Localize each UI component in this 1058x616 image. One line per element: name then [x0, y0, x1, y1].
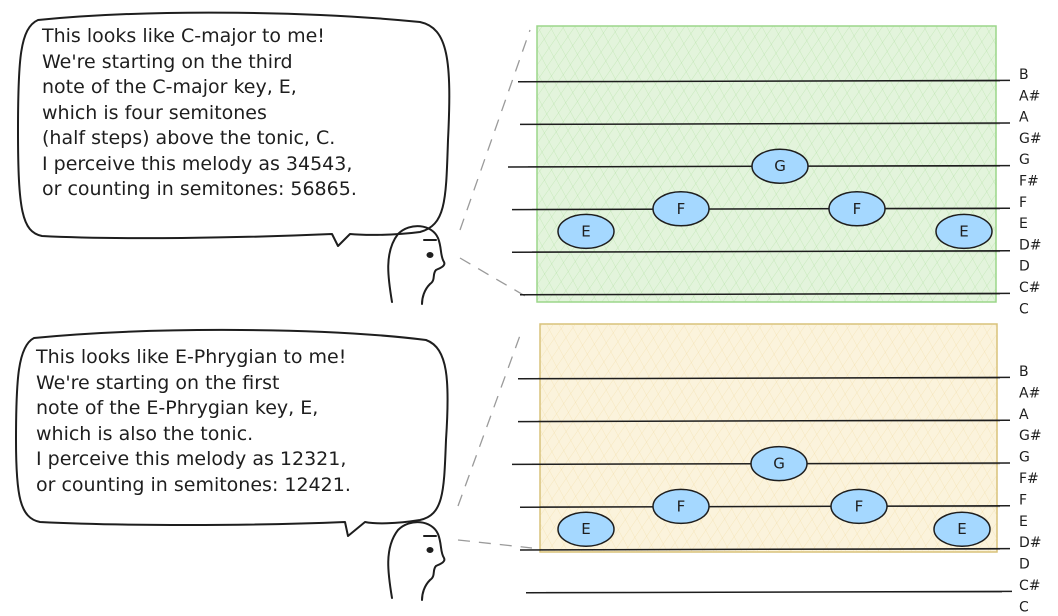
pitch-label: B	[1019, 67, 1029, 83]
note-ellipse	[830, 488, 888, 525]
zoom-line	[457, 329, 523, 507]
pitch-label: E	[1019, 514, 1028, 530]
pitch-label: C#	[1019, 578, 1041, 594]
pitch-label: G	[1019, 152, 1030, 168]
melody-note: E	[933, 511, 991, 547]
bubble-line: I perceive this melody as 34543,	[42, 152, 353, 175]
melody-note: F	[828, 191, 886, 227]
person-figure	[387, 225, 446, 305]
pitch-label: C	[1019, 599, 1029, 615]
pitch-label: F	[1019, 195, 1027, 211]
melody-notes: E F G F E	[557, 445, 991, 547]
staff	[507, 79, 1011, 296]
pitch-label: G#	[1019, 131, 1042, 147]
note-label: G	[773, 455, 785, 473]
note-label: F	[677, 200, 686, 218]
pitch-label: D#	[1019, 535, 1042, 551]
zoom-line	[459, 29, 531, 231]
melody-note: E	[935, 213, 993, 250]
melody-note: F	[652, 488, 710, 525]
pitch-label: C#	[1019, 280, 1041, 296]
bubble-line: which is four semitones	[42, 101, 267, 124]
melody-note: G	[750, 445, 808, 482]
note-ellipse	[751, 148, 809, 184]
pitch-label: D	[1019, 557, 1030, 573]
note-label: F	[677, 497, 686, 515]
bubble-line: I perceive this melody as 12321,	[36, 448, 347, 470]
pitch-label: G#	[1019, 428, 1042, 444]
note-ellipse	[750, 445, 808, 482]
note-label: E	[581, 520, 590, 538]
note-ellipse	[935, 213, 993, 250]
zoom-line	[457, 539, 533, 549]
pitch-label: F#	[1019, 471, 1039, 487]
pitch-label: B	[1019, 364, 1029, 380]
speech-bubble	[15, 328, 449, 537]
bubble-line: note of the C-major key, E,	[42, 76, 297, 98]
note-ellipse	[652, 488, 710, 525]
melody-note: E	[557, 511, 615, 547]
pitch-label: D#	[1019, 237, 1042, 253]
pitch-label: A	[1019, 407, 1029, 423]
note-ellipse	[557, 213, 615, 250]
bubble-line: We're starting on the first	[36, 371, 280, 394]
note-ellipse	[557, 511, 615, 547]
note-label: G	[774, 157, 786, 175]
zoom-line	[459, 257, 533, 301]
note-ellipse	[652, 191, 710, 227]
pitch-labels: B A# A G# G F# FE D# D C# C	[1019, 67, 1042, 317]
bubble-line: This looks like E-Phrygian to me!	[36, 346, 347, 368]
note-label: E	[957, 520, 966, 538]
melody-note: F	[830, 488, 888, 525]
melody-note: F	[652, 191, 710, 227]
melody-note: E	[557, 213, 615, 250]
melody-note: G	[751, 148, 809, 184]
pitch-label: G	[1019, 450, 1030, 466]
pitch-labels: B A# A G# G F# FE D# D C# C	[1019, 364, 1042, 615]
pitch-label: F#	[1019, 174, 1039, 190]
note-ellipse	[828, 191, 886, 227]
note-label: F	[853, 200, 862, 218]
bubble-line: This looks like C-major to me!	[42, 25, 325, 47]
bubble-text-e-phrygian: This looks like E-Phrygian to me! We're …	[36, 345, 351, 498]
bubble-line: We're starting on the third	[42, 50, 293, 73]
pitch-label: A#	[1019, 88, 1040, 104]
bubble-text-c-major: This looks like C-major to me! We're sta…	[42, 24, 357, 203]
note-label: E	[959, 222, 968, 240]
person-eye	[426, 547, 434, 553]
bubble-line: note of the E-Phrygian key, E,	[36, 397, 319, 419]
person-figure	[387, 521, 446, 601]
melody-notes: E F G F E	[557, 148, 993, 250]
bubble-line: or counting in semitones: 56865.	[42, 178, 357, 200]
note-label: F	[855, 497, 864, 515]
pitch-label: E	[1019, 216, 1028, 232]
note-ellipse	[933, 511, 991, 547]
pitch-label: C	[1019, 301, 1029, 317]
person-eye	[426, 252, 434, 258]
speech-bubble	[17, 11, 451, 247]
staff-hatch	[540, 324, 997, 552]
pitch-label: A#	[1019, 385, 1040, 401]
pitch-label: D	[1019, 259, 1030, 275]
bubble-line: or counting in semitones: 12421.	[36, 473, 351, 496]
bubble-line: (half steps) above the tonic, C.	[42, 127, 336, 149]
pitch-label: F	[1019, 492, 1027, 508]
note-label: E	[581, 222, 590, 240]
bubble-line: which is also the tonic.	[36, 422, 254, 445]
pitch-label: A	[1019, 110, 1029, 126]
